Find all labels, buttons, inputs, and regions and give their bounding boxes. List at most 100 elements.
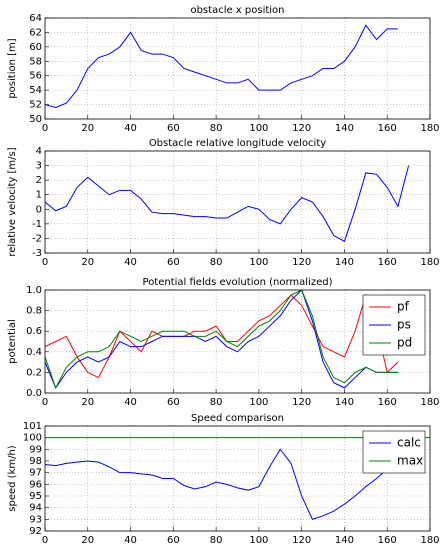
x-tick-label: 120 bbox=[292, 397, 311, 408]
y-tick-label: 0.8 bbox=[26, 306, 42, 317]
y-tick-label: 58 bbox=[29, 56, 42, 67]
subplot-title: obstacle x position bbox=[190, 5, 284, 16]
y-tick-label: 1 bbox=[36, 190, 42, 201]
x-tick-label: 80 bbox=[210, 257, 223, 268]
y-tick-label: 92 bbox=[29, 526, 42, 537]
y-tick-label: 96 bbox=[29, 479, 42, 490]
y-tick-label: 94 bbox=[29, 503, 42, 514]
series-line bbox=[45, 165, 410, 243]
x-tick-label: 80 bbox=[210, 397, 223, 408]
x-tick-label: 40 bbox=[124, 123, 137, 134]
y-axis-label: speed (km/h) bbox=[7, 445, 18, 512]
y-tick-label: 4 bbox=[36, 146, 42, 157]
y-tick-label: -1 bbox=[32, 219, 42, 230]
y-axis-label: position [m] bbox=[7, 38, 18, 98]
y-tick-label: 64 bbox=[29, 13, 42, 24]
x-tick-label: 0 bbox=[42, 123, 48, 134]
series-line bbox=[45, 293, 399, 379]
y-tick-label: 0.0 bbox=[26, 388, 42, 399]
x-tick-label: 20 bbox=[81, 397, 94, 408]
subplot: obstacle x position position [m] 0 20 40 60 80… bbox=[7, 5, 440, 134]
x-tick-label: 40 bbox=[124, 397, 137, 408]
y-tick-label: 99 bbox=[29, 444, 42, 455]
x-tick-label: 120 bbox=[292, 123, 311, 134]
legend-label: pd bbox=[397, 336, 412, 350]
subplot-title: Speed comparison bbox=[191, 413, 284, 424]
x-tick-label: 120 bbox=[292, 535, 311, 546]
y-tick-label: -3 bbox=[32, 248, 42, 259]
legend-label: pf bbox=[397, 300, 410, 314]
legend-label: ps bbox=[397, 318, 411, 332]
x-tick-label: 100 bbox=[249, 397, 268, 408]
y-tick-label: 3 bbox=[36, 161, 42, 172]
y-tick-label: 54 bbox=[29, 85, 42, 96]
x-tick-label: 60 bbox=[167, 397, 180, 408]
x-tick-label: 180 bbox=[420, 535, 439, 546]
legend-label: calc bbox=[397, 436, 421, 450]
x-tick-label: 0 bbox=[42, 257, 48, 268]
x-tick-label: 20 bbox=[81, 257, 94, 268]
x-tick-label: 0 bbox=[42, 397, 48, 408]
y-tick-label: -2 bbox=[32, 233, 42, 244]
x-tick-label: 140 bbox=[335, 257, 354, 268]
x-tick-label: 140 bbox=[335, 123, 354, 134]
x-tick-label: 160 bbox=[378, 123, 397, 134]
y-tick-label: 98 bbox=[29, 456, 42, 467]
legend-label: max bbox=[397, 454, 423, 468]
x-tick-label: 120 bbox=[292, 257, 311, 268]
axes-frame bbox=[44, 289, 431, 394]
y-tick-label: 100 bbox=[23, 433, 42, 444]
x-tick-label: 160 bbox=[378, 535, 397, 546]
legend-box bbox=[362, 430, 426, 474]
subplot-title: Potential fields evolution (normalized) bbox=[143, 277, 333, 288]
series-line bbox=[45, 290, 398, 390]
x-tick-label: 60 bbox=[167, 535, 180, 546]
x-tick-label: 20 bbox=[81, 535, 94, 546]
y-tick-label: 50 bbox=[29, 114, 42, 125]
x-tick-label: 100 bbox=[249, 257, 268, 268]
x-tick-label: 100 bbox=[249, 535, 268, 546]
x-tick-label: 60 bbox=[167, 257, 180, 268]
y-tick-label: 2 bbox=[36, 175, 42, 186]
y-tick-label: 0.6 bbox=[26, 326, 42, 337]
x-tick-label: 160 bbox=[378, 257, 397, 268]
subplot: Obstacle relative longitude velocity rela… bbox=[7, 138, 440, 268]
series-line bbox=[45, 290, 398, 389]
y-tick-label: 0.2 bbox=[26, 367, 42, 378]
x-tick-label: 60 bbox=[167, 123, 180, 134]
x-tick-label: 40 bbox=[124, 535, 137, 546]
subplot: Potential fields evolution (normalized) p… bbox=[7, 277, 440, 408]
axes-frame bbox=[44, 17, 431, 120]
x-tick-label: 180 bbox=[420, 397, 439, 408]
y-tick-label: 52 bbox=[29, 100, 42, 111]
x-tick-label: 180 bbox=[420, 123, 439, 134]
x-tick-label: 160 bbox=[378, 397, 397, 408]
axes-frame bbox=[44, 425, 431, 532]
series-line bbox=[45, 448, 399, 520]
y-tick-label: 101 bbox=[23, 421, 42, 432]
y-axis-label: relative velocity [m/s] bbox=[7, 147, 18, 256]
y-tick-label: 1.0 bbox=[26, 285, 42, 296]
y-tick-label: 60 bbox=[29, 42, 42, 53]
subplot-title: Obstacle relative longitude velocity bbox=[149, 138, 326, 149]
y-tick-label: 93 bbox=[29, 514, 42, 525]
y-tick-label: 62 bbox=[29, 27, 42, 38]
y-tick-label: 0 bbox=[36, 204, 42, 215]
subplot: Speed comparison speed (km/h) 0 20 40 60 80 100… bbox=[7, 413, 440, 546]
x-tick-label: 80 bbox=[210, 123, 223, 134]
series-line bbox=[45, 24, 398, 108]
y-axis-label: potential bbox=[7, 319, 18, 363]
y-tick-label: 95 bbox=[29, 491, 42, 502]
x-tick-label: 140 bbox=[335, 397, 354, 408]
y-tick-label: 97 bbox=[29, 468, 42, 479]
x-tick-label: 140 bbox=[335, 535, 354, 546]
x-tick-label: 40 bbox=[124, 257, 137, 268]
x-tick-label: 80 bbox=[210, 535, 223, 546]
x-tick-label: 180 bbox=[420, 257, 439, 268]
x-tick-label: 100 bbox=[249, 123, 268, 134]
x-tick-label: 20 bbox=[81, 123, 94, 134]
y-tick-label: 56 bbox=[29, 71, 42, 82]
x-tick-label: 0 bbox=[42, 535, 48, 546]
y-tick-label: 0.4 bbox=[26, 347, 42, 358]
